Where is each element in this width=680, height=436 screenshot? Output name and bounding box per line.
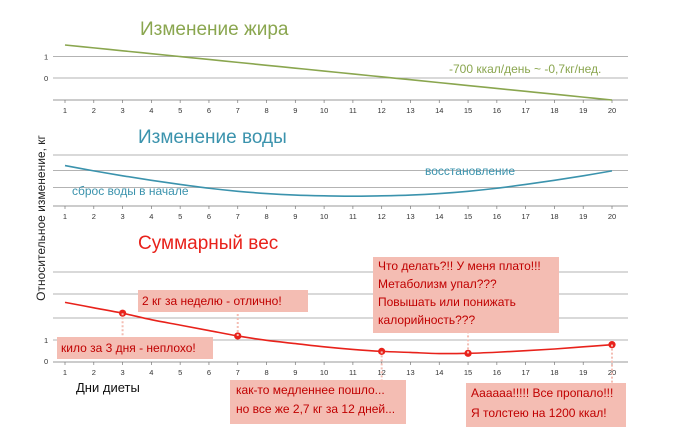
x-tick-label-1-13: 13 — [406, 106, 414, 115]
x-tick-label-2-14: 14 — [435, 212, 443, 221]
water-drop-annotation: сброс воды в начале — [72, 184, 189, 198]
callout-text-2-1: 2 кг за неделю - отлично! — [142, 294, 282, 308]
x-tick-label-2-10: 10 — [320, 212, 328, 221]
x-tick-label-3-18: 18 — [550, 368, 558, 377]
x-tick-label-1-17: 17 — [521, 106, 529, 115]
callout-box-3 — [230, 380, 406, 424]
total-weight-series-line — [64, 301, 613, 355]
x-tick-label-1-11: 11 — [349, 106, 357, 115]
x-tick-label-3-17: 17 — [521, 368, 529, 377]
x-tick-label-1-6: 6 — [207, 106, 211, 115]
fat-series-line — [64, 44, 613, 101]
x-tick-label-1-16: 16 — [493, 106, 501, 115]
y-tick-label-1-1: 0 — [44, 74, 48, 83]
callout-text-3-1: как-то медленнее пошло... — [236, 383, 385, 397]
x-tick-label-1-10: 10 — [320, 106, 328, 115]
x-tick-label-1-15: 15 — [464, 106, 472, 115]
x-tick-label-2-13: 13 — [406, 212, 414, 221]
x-tick-label-1-4: 4 — [149, 106, 153, 115]
callout-text-4-3: Повышать или понижать — [378, 295, 516, 309]
x-tick-label-2-4: 4 — [149, 212, 153, 221]
x-tick-label-2-20: 20 — [608, 212, 616, 221]
x-tick-label-1-3: 3 — [120, 106, 124, 115]
x-tick-label-2-2: 2 — [92, 212, 96, 221]
x-tick-label-2-15: 15 — [464, 212, 472, 221]
water-panel-title: Изменение воды — [138, 127, 287, 148]
x-tick-label-1-12: 12 — [378, 106, 386, 115]
x-tick-label-3-1: 1 — [63, 368, 67, 377]
x-tick-label-2-12: 12 — [378, 212, 386, 221]
water-recovery-annotation: восстановление — [425, 164, 515, 178]
x-tick-label-1-1: 1 — [63, 106, 67, 115]
x-tick-label-3-4: 4 — [149, 368, 153, 377]
x-tick-label-2-5: 5 — [178, 212, 182, 221]
callouts: кило за 3 дня - неплохо! 2 кг за неделю -… — [57, 257, 626, 427]
x-tick-label-2-9: 9 — [293, 212, 297, 221]
x-tick-label-1-14: 14 — [435, 106, 443, 115]
x-tick-label-1-18: 18 — [550, 106, 558, 115]
x-tick-label-2-3: 3 — [120, 212, 124, 221]
x-tick-label-3-2: 2 — [92, 368, 96, 377]
y-axis-label: Относительное изменение, кг — [34, 134, 48, 300]
callout-box-4 — [373, 257, 559, 333]
x-tick-labels: 101 2 3 4 5 6 7 8 9 10 11 12 13 14 15 16 17 18 19 201 2 3 4 5 6 7… — [44, 53, 616, 378]
x-tick-label-3-13: 13 — [406, 368, 414, 377]
x-tick-label-3-6: 6 — [207, 368, 211, 377]
callout-text-1-1: кило за 3 дня - неплохо! — [61, 341, 196, 355]
x-tick-label-2-6: 6 — [207, 212, 211, 221]
callout-text-4-4: калорийность??? — [378, 313, 475, 327]
x-tick-label-1-2: 2 — [92, 106, 96, 115]
x-tick-label-3-16: 16 — [493, 368, 501, 377]
callout-text-5-1: Аааааа!!!!! Все пропало!!! — [471, 386, 613, 400]
x-tick-label-3-3: 3 — [120, 368, 124, 377]
x-axis-label: Дни диеты — [76, 380, 140, 395]
y-tick-label-3-1: 0 — [44, 357, 48, 366]
callout-text-4-2: Метаболизм упал??? — [378, 277, 497, 291]
x-tick-label-3-10: 10 — [320, 368, 328, 377]
y-tick-label-1-0: 1 — [44, 53, 48, 62]
x-tick-label-3-14: 14 — [435, 368, 443, 377]
callout-box-2 — [138, 290, 308, 312]
x-tick-label-3-20: 20 — [608, 368, 616, 377]
x-tick-label-2-17: 17 — [521, 212, 529, 221]
callout-box-5 — [466, 383, 626, 427]
x-tick-label-3-19: 19 — [579, 368, 587, 377]
fat-panel-title: Изменение жира — [140, 19, 289, 40]
total-panel-title: Суммарный вес — [138, 233, 278, 254]
x-tick-label-2-1: 1 — [63, 212, 67, 221]
x-tick-label-1-7: 7 — [236, 106, 240, 115]
x-tick-label-1-9: 9 — [293, 106, 297, 115]
callout-text-5-2: Я толстею на 1200 ккал! — [471, 406, 607, 420]
x-tick-label-3-15: 15 — [464, 368, 472, 377]
callout-text-3-2: но все же 2,7 кг за 12 дней... — [236, 402, 395, 416]
x-tick-label-1-20: 20 — [608, 106, 616, 115]
x-tick-label-3-7: 7 — [236, 368, 240, 377]
x-tick-label-1-5: 5 — [178, 106, 182, 115]
x-tick-label-3-11: 11 — [349, 368, 357, 377]
x-tick-label-2-19: 19 — [579, 212, 587, 221]
x-tick-label-2-8: 8 — [264, 212, 268, 221]
water-series-line — [64, 164, 613, 197]
x-tick-label-1-19: 19 — [579, 106, 587, 115]
x-tick-label-2-16: 16 — [493, 212, 501, 221]
y-tick-label-3-0: 1 — [44, 336, 48, 345]
x-tick-label-3-9: 9 — [293, 368, 297, 377]
x-tick-label-2-7: 7 — [236, 212, 240, 221]
x-tick-label-3-8: 8 — [264, 368, 268, 377]
x-tick-label-2-11: 11 — [349, 212, 357, 221]
fat-rate-annotation: -700 ккал/день ~ -0,7кг/нед. — [449, 62, 601, 76]
x-tick-label-1-8: 8 — [264, 106, 268, 115]
callout-box-1 — [57, 337, 213, 359]
x-tick-label-3-5: 5 — [178, 368, 182, 377]
callout-text-4-1: Что делать?!! У меня плато!!! — [378, 259, 541, 273]
x-tick-label-2-18: 18 — [550, 212, 558, 221]
